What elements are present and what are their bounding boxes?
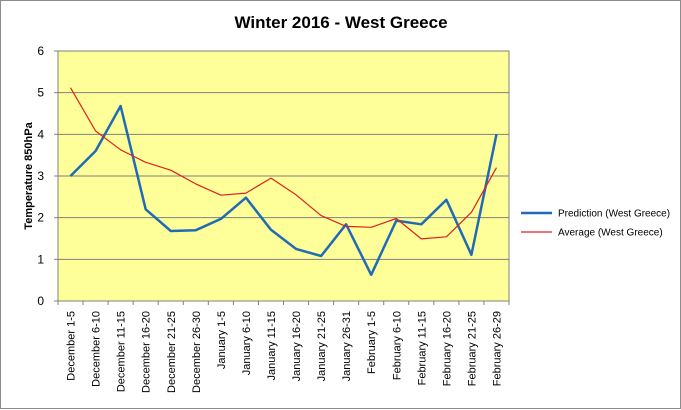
y-tick-label: 5: [37, 86, 44, 100]
x-tick-label: January 16-20: [291, 311, 303, 381]
x-axis-ticks: December 1-5 December 6-10 December 11-15 D…: [57, 301, 510, 393]
x-tick-label: January 6-10: [241, 311, 253, 375]
series-lines: [69, 87, 498, 277]
legend: Prediction (West Greece) Average (West Gr…: [521, 209, 670, 239]
series-line: [69, 87, 498, 240]
y-tick-label: 3: [37, 169, 44, 183]
x-tick-label: December 26-30: [191, 311, 203, 393]
x-tick-label: February 21-25: [466, 311, 478, 386]
y-tick-label: 4: [37, 127, 44, 141]
y-tick-label: 2: [37, 211, 44, 225]
x-tick-label: December 1-5: [66, 311, 78, 381]
x-tick-label: January 21-25: [316, 311, 328, 381]
y-tick-label: 6: [37, 44, 44, 58]
chart-title: Winter 2016 - West Greece: [234, 13, 447, 32]
legend-label: Prediction (West Greece): [558, 209, 670, 220]
legend-label: Average (West Greece): [558, 228, 663, 239]
x-tick-label: January 11-15: [266, 311, 278, 381]
y-axis-ticks: 0 1 2 3 4 5 6: [37, 44, 58, 308]
x-tick-label: December 16-20: [141, 311, 153, 393]
series-line: [69, 104, 498, 277]
x-tick-label: February 1-5: [366, 311, 378, 374]
y-axis-title: Temperature 850hPa: [23, 121, 35, 229]
x-tick-label: February 16-20: [441, 311, 453, 386]
x-tick-label: December 11-15: [116, 311, 128, 392]
grid-lines: [58, 50, 509, 260]
x-tick-label: February 26-29: [491, 311, 503, 386]
x-tick-label: December 6-10: [91, 311, 103, 387]
x-tick-label: January 1-5: [216, 311, 228, 369]
y-tick-label: 0: [37, 294, 44, 308]
x-tick-label: December 21-25: [166, 311, 178, 393]
x-tick-label: February 6-10: [391, 311, 403, 380]
x-tick-label: January 26-31: [341, 311, 353, 381]
x-tick-label: February 11-15: [416, 311, 428, 385]
y-tick-label: 1: [37, 252, 44, 266]
